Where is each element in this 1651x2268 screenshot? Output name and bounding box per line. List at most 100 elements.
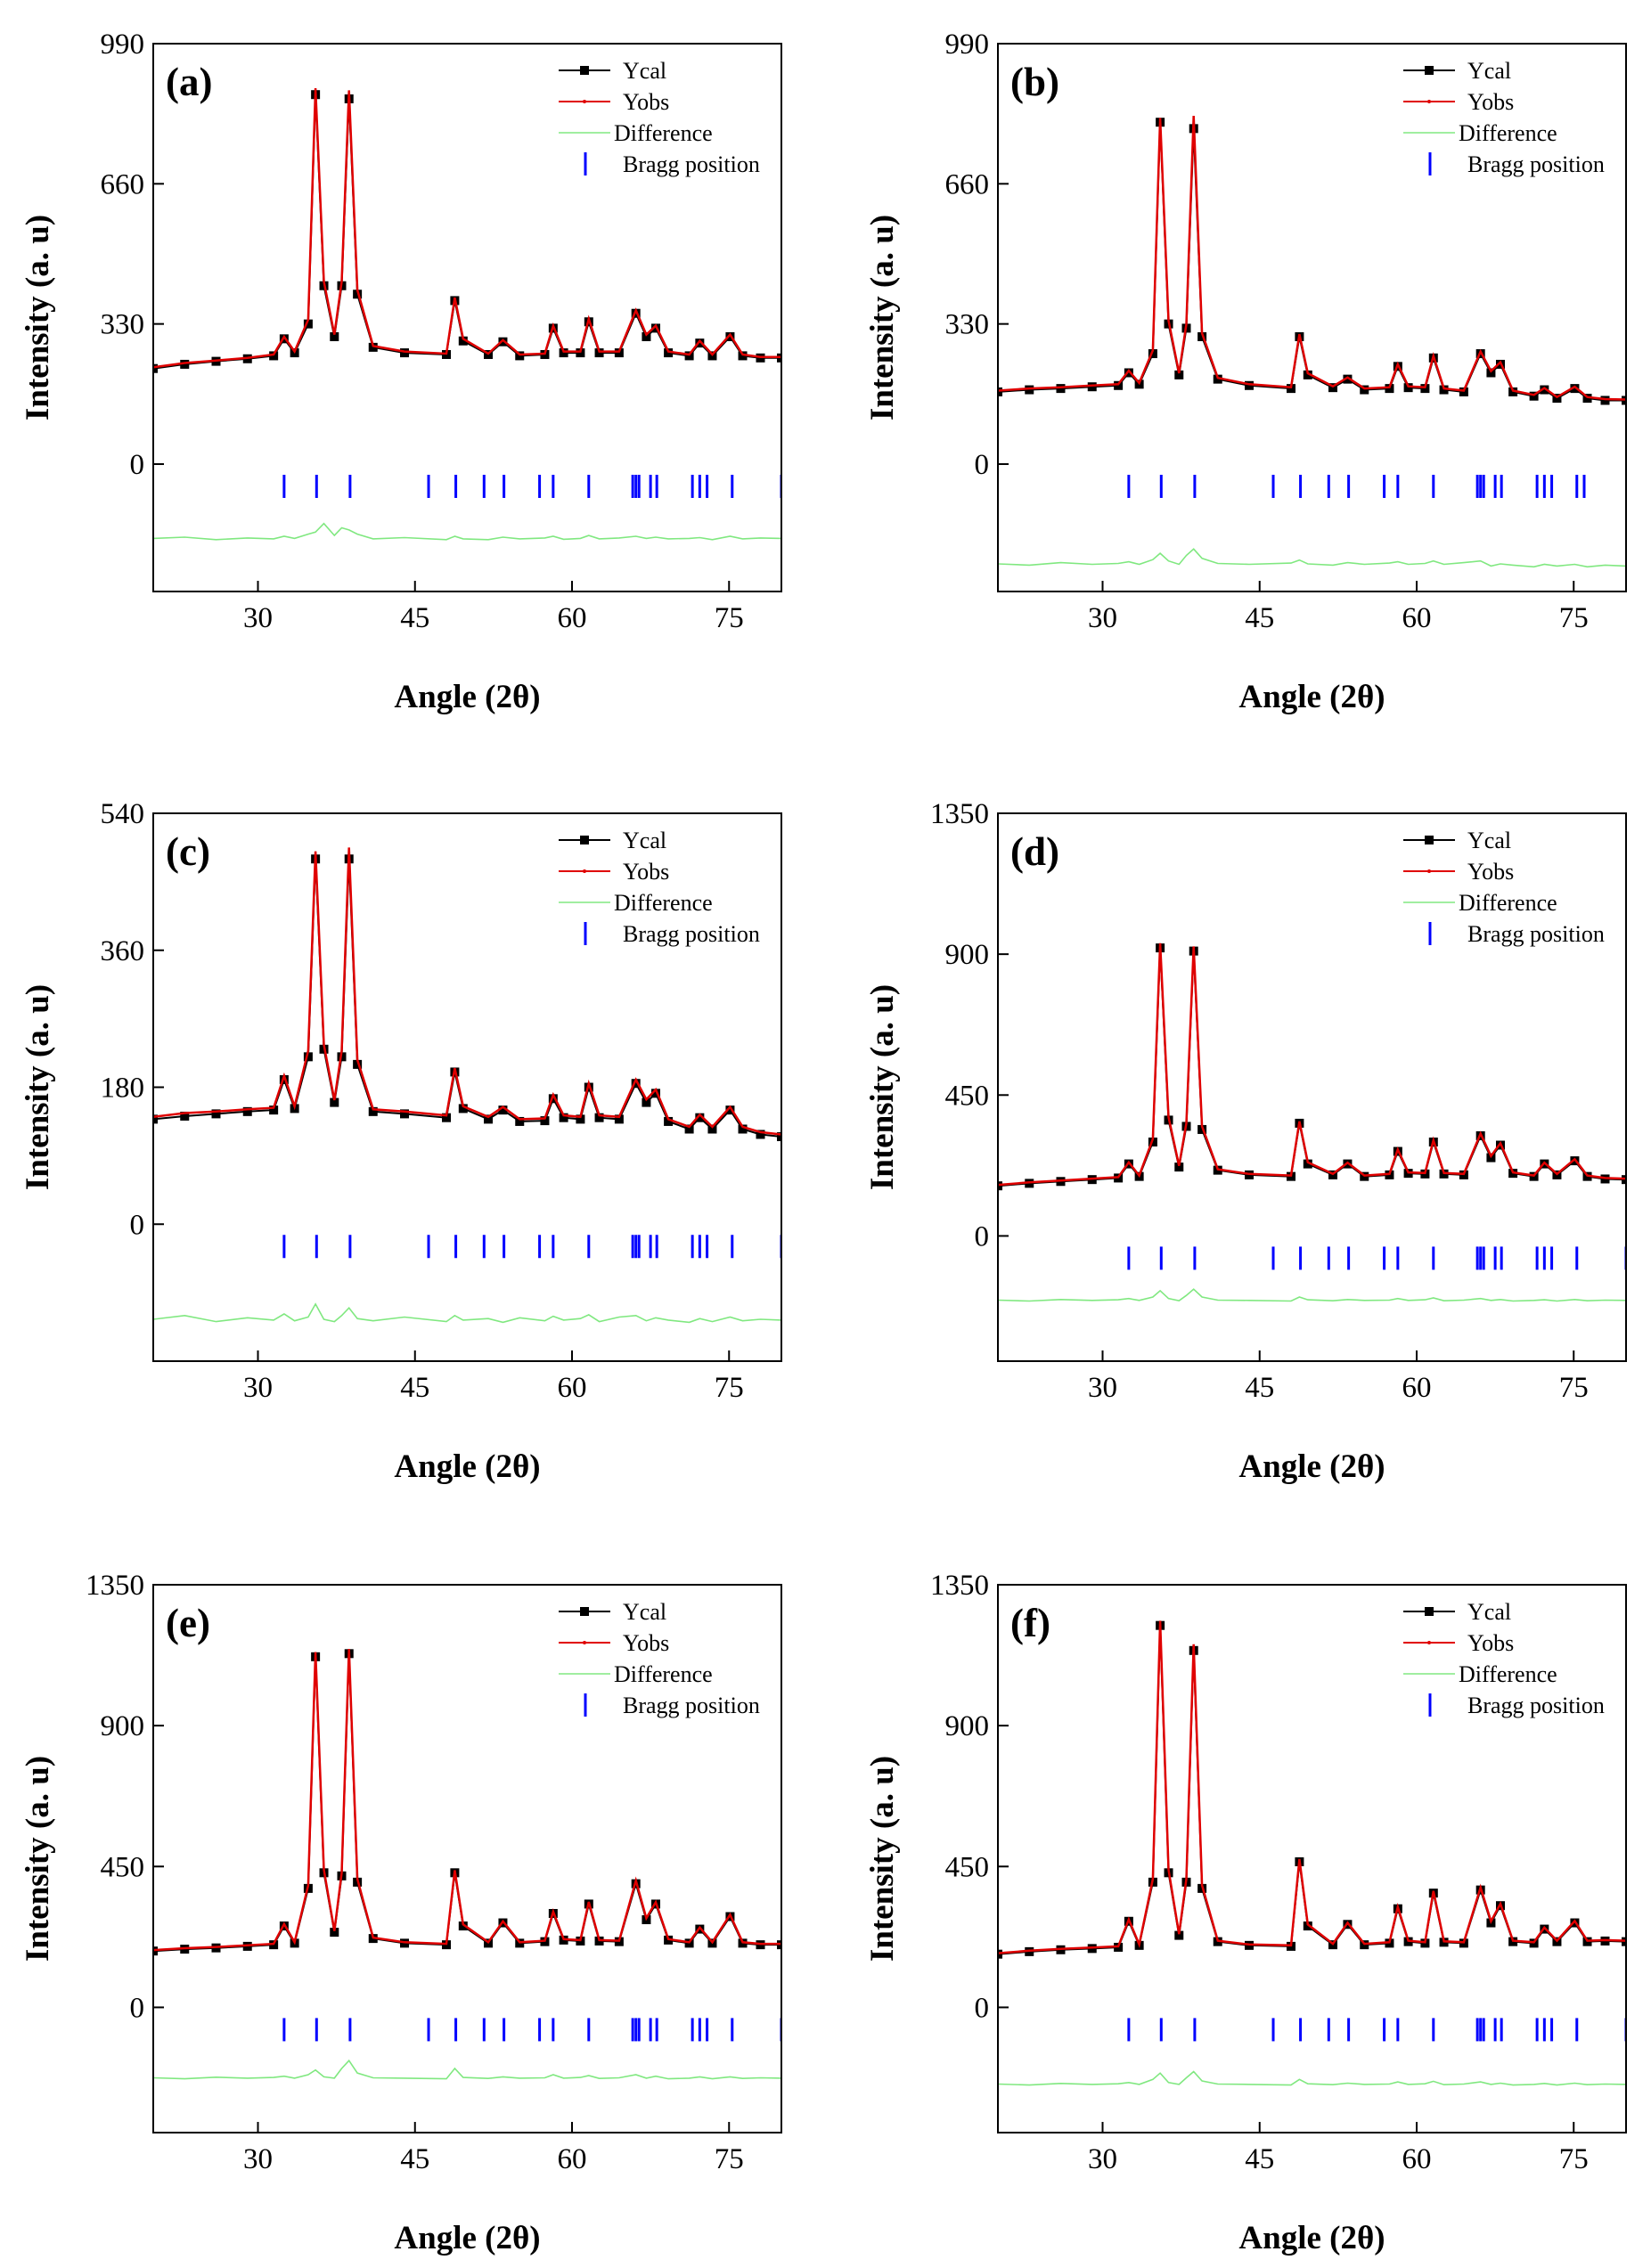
series-line: [998, 2070, 1626, 2086]
data-point: [738, 351, 748, 361]
legend-marker: [583, 869, 586, 873]
x-tick-label: 30: [243, 602, 273, 634]
series-line: [998, 1288, 1626, 1302]
x-tick-label: 60: [558, 2143, 587, 2175]
data-point: [180, 359, 190, 369]
data-point: [1582, 394, 1592, 404]
data-point: [576, 348, 585, 358]
data-point: [998, 1181, 1002, 1191]
data-point: [1213, 374, 1222, 384]
data-point: [269, 351, 279, 361]
data-point: [498, 337, 508, 347]
x-axis-title: Angle (2θ): [394, 679, 540, 715]
data-point: [1508, 387, 1518, 396]
legend-label: Bragg position: [623, 1693, 760, 1718]
plot-frame: [997, 812, 1627, 1362]
x-tick-label: 30: [243, 2143, 273, 2175]
data-point: [400, 1109, 409, 1119]
x-tick-label: 60: [558, 602, 587, 634]
data-point: [576, 1114, 585, 1124]
data-point: [180, 1111, 190, 1121]
data-point: [515, 351, 525, 361]
data-point: [1197, 331, 1207, 341]
legend-marker: [580, 66, 589, 75]
data-point: [614, 1114, 624, 1124]
data-point: [1439, 385, 1449, 395]
legend-marker: [580, 1607, 589, 1616]
panel-label: (e): [166, 1601, 210, 1645]
data-point: [631, 1079, 641, 1089]
y-tick-label: 0: [975, 449, 990, 481]
legend-marker: [580, 836, 589, 844]
data-point: [725, 1105, 735, 1115]
data-point: [368, 342, 378, 352]
x-axis-title: Angle (2θ): [394, 1448, 540, 1485]
x-tick-label: 30: [1088, 2143, 1117, 2175]
data-point: [303, 1052, 313, 1062]
legend-label: Yobs: [623, 1630, 669, 1656]
legend-label: Bragg position: [1467, 151, 1605, 177]
series-line: [998, 1620, 1626, 1954]
legend-marker: [1427, 1641, 1431, 1644]
data-point: [1114, 380, 1124, 390]
data-point: [684, 1124, 694, 1134]
data-point: [1360, 385, 1369, 395]
legend-marker: [583, 1641, 586, 1644]
data-point: [664, 1116, 674, 1126]
data-point: [998, 1949, 1002, 1959]
data-point: [353, 290, 363, 299]
y-tick-label: 330: [945, 309, 990, 341]
legend-label: Difference: [1459, 1661, 1557, 1687]
x-tick-label: 60: [1402, 2143, 1432, 2175]
data-point: [707, 1124, 717, 1134]
plot-area: [153, 88, 781, 541]
legend-marker: [1427, 100, 1431, 103]
x-tick-label: 60: [1402, 602, 1432, 634]
panel-label: (a): [166, 60, 212, 104]
x-tick-label: 45: [400, 602, 429, 634]
data-point: [684, 351, 694, 361]
y-tick-label: 1350: [930, 798, 989, 830]
data-point: [515, 1116, 525, 1126]
series-line: [153, 88, 781, 369]
legend-label: Ycal: [623, 828, 666, 853]
plot-area: [998, 942, 1626, 1302]
data-point: [1056, 384, 1066, 394]
data-point: [614, 348, 624, 358]
panel: 0 180 360 540 30 45 60 75 Angle (2θ) Intensity (a…: [20, 798, 782, 1485]
legend-marker: [1427, 869, 1431, 873]
plot-frame: [997, 43, 1627, 592]
data-point: [269, 1105, 279, 1115]
data-point: [594, 1113, 604, 1122]
data-point: [1245, 380, 1254, 390]
legend-label: Yobs: [623, 859, 669, 885]
legend-label: Difference: [1459, 890, 1557, 916]
data-point: [211, 1109, 221, 1119]
plot-frame: [997, 1584, 1627, 2133]
y-tick-label: 660: [101, 168, 145, 200]
y-tick-label: 360: [101, 935, 145, 967]
data-point: [1303, 370, 1312, 379]
panel-label: (f): [1010, 1601, 1050, 1645]
y-tick-label: 900: [101, 1710, 145, 1742]
data-point: [594, 348, 604, 358]
y-axis-title: Intensity (a. u): [864, 1756, 901, 1962]
y-axis-title: Intensity (a. u): [20, 215, 56, 420]
series-line: [153, 522, 781, 541]
data-point: [330, 331, 339, 341]
series-line: [153, 1648, 781, 1952]
x-tick-label: 75: [715, 1372, 744, 1404]
x-axis-title: Angle (2θ): [1238, 2220, 1385, 2256]
data-point: [998, 387, 1002, 396]
x-tick-label: 45: [1245, 1372, 1274, 1404]
legend-label: Bragg position: [623, 921, 760, 947]
series-line: [153, 2059, 781, 2080]
data-point: [458, 336, 468, 346]
legend-marker: [1425, 836, 1434, 844]
panel-label: (d): [1010, 829, 1059, 874]
data-point: [400, 348, 409, 358]
y-tick-label: 0: [130, 449, 145, 481]
y-tick-label: 660: [945, 168, 990, 200]
data-point: [756, 1130, 765, 1139]
legend-label: Ycal: [1467, 1599, 1511, 1625]
